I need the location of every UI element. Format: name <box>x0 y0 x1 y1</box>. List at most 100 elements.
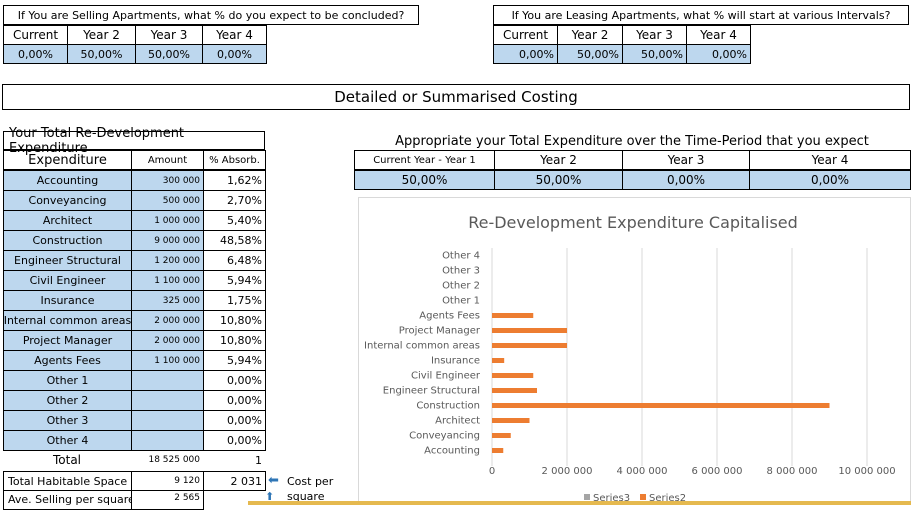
expenditure-row-label: Conveyancing <box>3 190 132 211</box>
expenditure-row-amount[interactable]: 2 000 000 <box>131 330 204 351</box>
expenditure-row-amount[interactable] <box>131 430 204 451</box>
chart-x-tick-label: 6 000 000 <box>692 466 743 477</box>
expenditure-row-label: Other 1 <box>3 370 132 391</box>
leasing-header-cell: Current <box>493 25 558 45</box>
chart-x-tick-label: 8 000 000 <box>767 466 818 477</box>
expenditure-row-pct: 10,80% <box>203 310 266 331</box>
selling-value-cell[interactable]: 0,00% <box>3 44 68 64</box>
chart-category-label: Conveyancing <box>409 431 480 442</box>
selling-header-cell: Year 3 <box>135 25 203 45</box>
expenditure-row-label: Insurance <box>3 290 132 311</box>
absorb-col-header: % Absorb. <box>203 150 266 170</box>
chart-category-label: Agents Fees <box>419 311 480 322</box>
arrow-left-icon: ⬅ <box>268 473 279 488</box>
leasing-value-cell[interactable]: 50,00% <box>622 44 687 64</box>
appropriate-value-cell[interactable]: 0,00% <box>749 170 911 190</box>
total-pct: 1 <box>255 453 262 467</box>
expenditure-row-amount[interactable] <box>131 390 204 411</box>
expenditure-row-amount[interactable]: 9 000 000 <box>131 230 204 251</box>
expenditure-title: Your Total Re-Development Expenditure <box>3 126 265 156</box>
sheet-tab-strip <box>248 501 911 505</box>
expenditure-row-label: Civil Engineer <box>3 270 132 291</box>
habitable-amount[interactable]: 9 120 <box>131 471 204 491</box>
chart-category-label: Construction <box>416 401 480 412</box>
appropriate-title: Appropriate your Total Expenditure over … <box>395 133 869 149</box>
chart-bar <box>492 433 511 438</box>
chart-panel[interactable]: Re-Development Expenditure Capitalised 0… <box>358 197 911 505</box>
expenditure-row-pct: 1,75% <box>203 290 266 311</box>
total-amount: 18 525 000 <box>148 455 200 465</box>
selling-header-cell: Year 4 <box>202 25 267 45</box>
chart-legend-label: Series2 <box>649 493 686 504</box>
expenditure-row-pct: 0,00% <box>203 390 266 411</box>
chart-bar <box>492 388 537 393</box>
expenditure-row-pct: 0,00% <box>203 370 266 391</box>
leasing-value-cell[interactable]: 0,00% <box>686 44 751 64</box>
expenditure-row-amount[interactable]: 1 100 000 <box>131 270 204 291</box>
chart-category-label: Civil Engineer <box>411 371 481 382</box>
expenditure-chart: Re-Development Expenditure Capitalised 0… <box>364 213 896 504</box>
expenditure-row-amount[interactable]: 1 100 000 <box>131 350 204 371</box>
expenditure-row-label: Construction <box>3 230 132 251</box>
chart-bar <box>492 373 534 378</box>
leasing-header-cell: Year 4 <box>686 25 751 45</box>
chart-bar <box>492 328 567 333</box>
chart-title: Re-Development Expenditure Capitalised <box>468 213 798 232</box>
leasing-question: If You are Leasing Apartments, what % wi… <box>493 5 909 25</box>
selling-value-cell[interactable]: 50,00% <box>67 44 136 64</box>
appropriate-value-cell[interactable]: 0,00% <box>622 170 750 190</box>
selling-value-cell[interactable]: 50,00% <box>135 44 203 64</box>
expenditure-row-label: Agents Fees <box>3 350 132 371</box>
expenditure-row-amount[interactable]: 500 000 <box>131 190 204 211</box>
chart-x-tick-label: 2 000 000 <box>542 466 593 477</box>
expenditure-row-amount[interactable]: 300 000 <box>131 170 204 191</box>
avg-selling-label: Ave. Selling per square <box>3 490 132 510</box>
cost-per-square-label: Cost per square <box>287 475 334 503</box>
expenditure-row-pct: 48,58% <box>203 230 266 251</box>
chart-x-tick-label: 4 000 000 <box>617 466 668 477</box>
chart-x-tick-label: 0 <box>489 466 495 477</box>
selling-header-cell: Year 2 <box>67 25 136 45</box>
chart-legend-label: Series3 <box>593 493 630 504</box>
selling-header-cell: Current <box>3 25 68 45</box>
chart-bar <box>492 403 830 408</box>
chart-category-label: Project Manager <box>399 326 481 337</box>
expenditure-col-header: Expenditure <box>3 150 132 170</box>
expenditure-row-label: Other 3 <box>3 410 132 431</box>
expenditure-row-label: Engineer Structural <box>3 250 132 271</box>
costing-title[interactable]: Detailed or Summarised Costing <box>2 84 910 110</box>
expenditure-row-amount[interactable]: 1 200 000 <box>131 250 204 271</box>
chart-category-label: Other 3 <box>442 266 480 277</box>
arrow-up-icon: ⬆ <box>265 490 275 503</box>
chart-category-label: Accounting <box>424 446 480 457</box>
expenditure-row-amount[interactable]: 2 000 000 <box>131 310 204 331</box>
expenditure-row-label: Other 4 <box>3 430 132 451</box>
appropriate-value-cell[interactable]: 50,00% <box>494 170 623 190</box>
expenditure-row-amount[interactable]: 1 000 000 <box>131 210 204 231</box>
amount-col-header: Amount <box>131 150 204 170</box>
total-label: Total <box>52 453 82 467</box>
expenditure-row-pct: 0,00% <box>203 410 266 431</box>
appropriate-header-cell: Year 3 <box>622 150 750 170</box>
chart-category-label: Insurance <box>431 356 480 367</box>
chart-category-label: Architect <box>435 416 480 427</box>
chart-category-label: Engineer Structural <box>383 386 480 397</box>
leasing-header-cell: Year 3 <box>622 25 687 45</box>
chart-category-label: Other 1 <box>442 296 480 307</box>
expenditure-row-amount[interactable]: 325 000 <box>131 290 204 311</box>
chart-bar <box>492 343 567 348</box>
leasing-value-cell[interactable]: 0,00% <box>493 44 558 64</box>
chart-category-label: Internal common areas <box>364 341 480 352</box>
expenditure-row-pct: 5,94% <box>203 270 266 291</box>
leasing-header-cell: Year 2 <box>557 25 623 45</box>
selling-value-cell[interactable]: 0,00% <box>202 44 267 64</box>
chart-bar <box>492 418 530 423</box>
avg-selling-amount[interactable]: 2 565 <box>131 490 204 510</box>
habitable-cost: 2 031 <box>203 471 266 491</box>
appropriate-value-cell[interactable]: 50,00% <box>354 170 495 190</box>
expenditure-row-amount[interactable] <box>131 370 204 391</box>
expenditure-row-amount[interactable] <box>131 410 204 431</box>
leasing-value-cell[interactable]: 50,00% <box>557 44 623 64</box>
appropriate-header-cell: Year 4 <box>749 150 911 170</box>
expenditure-row-pct: 1,62% <box>203 170 266 191</box>
